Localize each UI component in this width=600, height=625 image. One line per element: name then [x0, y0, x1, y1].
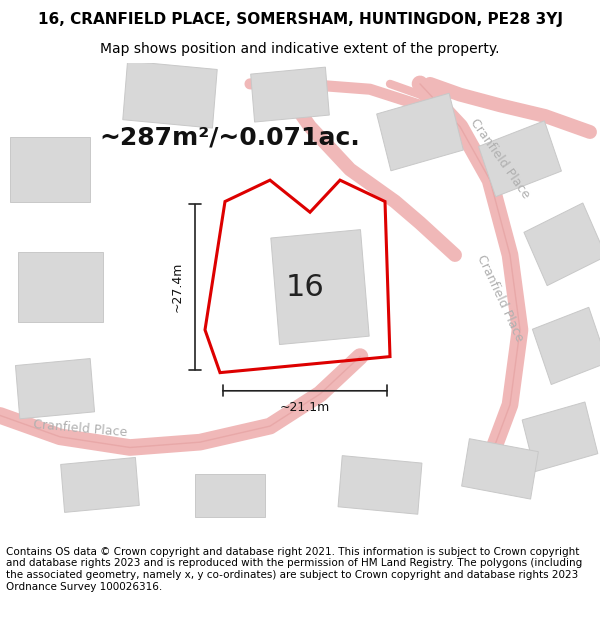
Polygon shape [532, 308, 600, 384]
Polygon shape [61, 458, 139, 512]
Polygon shape [271, 229, 369, 344]
Polygon shape [461, 439, 538, 499]
Polygon shape [10, 138, 90, 201]
Polygon shape [338, 456, 422, 514]
Polygon shape [522, 402, 598, 472]
Text: Contains OS data © Crown copyright and database right 2021. This information is : Contains OS data © Crown copyright and d… [6, 547, 582, 592]
Text: Cranfield Place: Cranfield Place [474, 253, 526, 343]
Text: ~27.4m: ~27.4m [170, 262, 184, 312]
Text: Map shows position and indicative extent of the property.: Map shows position and indicative extent… [100, 42, 500, 56]
Polygon shape [524, 203, 600, 286]
Text: Cranfield Place: Cranfield Place [32, 418, 128, 439]
Polygon shape [17, 253, 103, 322]
Text: 16, CRANFIELD PLACE, SOMERSHAM, HUNTINGDON, PE28 3YJ: 16, CRANFIELD PLACE, SOMERSHAM, HUNTINGD… [37, 12, 563, 27]
Polygon shape [123, 61, 217, 128]
Polygon shape [479, 121, 562, 197]
Polygon shape [195, 474, 265, 517]
Polygon shape [377, 93, 463, 171]
Polygon shape [16, 359, 95, 419]
Polygon shape [251, 67, 329, 122]
Text: 16: 16 [286, 272, 325, 302]
Text: ~287m²/~0.071ac.: ~287m²/~0.071ac. [100, 126, 361, 149]
Text: ~21.1m: ~21.1m [280, 401, 330, 414]
Text: Cranfield Place: Cranfield Place [467, 116, 532, 201]
